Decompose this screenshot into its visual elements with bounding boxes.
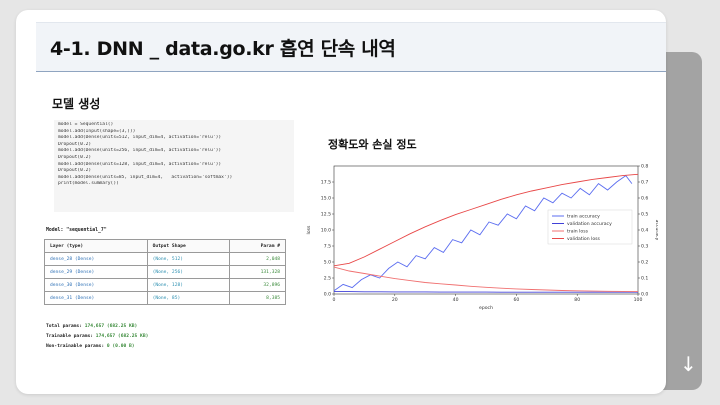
series-line-2 xyxy=(333,266,639,293)
y-tick-label: 2.5 xyxy=(324,276,331,282)
table-row: dense_30 (Dense) (None, 128) 32,896 xyxy=(44,278,287,292)
table-row: dense_29 (Dense) (None, 256) 131,328 xyxy=(44,265,287,279)
y2-tick-label: 0.2 xyxy=(641,260,648,266)
y2-tick-label: 0.7 xyxy=(641,180,648,186)
code-line: print(model.summary()) xyxy=(58,181,119,187)
y-tick-label: 0.0 xyxy=(324,292,331,298)
non-trainable-params: Non-trainable params: 0 (0.00 B) xyxy=(46,344,135,349)
x-tick-label: 60 xyxy=(513,297,519,303)
legend-label-0: train accuracy xyxy=(567,214,600,220)
series-line-1 xyxy=(334,291,638,293)
slide-title: 4-1. DNN _ data.go.kr 흡연 단속 내역 xyxy=(50,38,396,60)
y2-tick-label: 0.0 xyxy=(641,292,648,298)
y2-tick-label: 0.3 xyxy=(641,244,648,250)
chart-title: 정확도와 손실 정도 xyxy=(328,138,417,151)
y-tick-label: 15.0 xyxy=(321,196,331,202)
code-line: model.add(Dense(units=85, input_dim=4, a… xyxy=(58,174,233,180)
x-axis-label: epoch xyxy=(479,305,493,311)
table-row: dense_31 (Dense) (None, 85) 8,385 xyxy=(44,291,287,305)
code-line: model.add(Dense(units=256, input_dim=4, … xyxy=(58,148,222,154)
y-tick-label: 12.5 xyxy=(321,212,331,218)
x-tick-label: 0 xyxy=(333,297,336,303)
y2-tick-label: 0.8 xyxy=(641,164,648,170)
layer-cell: dense_28 (Dense) xyxy=(44,252,148,266)
x-tick-label: 20 xyxy=(392,297,398,303)
code-line: Dropout(0.2) xyxy=(58,154,92,160)
y2-axis-label: accuracy xyxy=(654,220,658,241)
column-header: Layer (type) xyxy=(44,239,148,253)
y-axis-label: loss xyxy=(306,225,312,234)
table-row: dense_28 (Dense) (None, 512) 2,048 xyxy=(44,252,287,266)
column-header: Output Shape xyxy=(146,239,230,253)
layer-cell: dense_31 (Dense) xyxy=(44,291,148,305)
code-line: model.add(Dense(units=512, input_dim=4, … xyxy=(58,135,222,141)
y2-tick-label: 0.5 xyxy=(641,212,648,218)
param-cell: 8,385 xyxy=(228,291,287,305)
legend-label-2: train loss xyxy=(567,229,589,235)
legend-label-1: validation accuracy xyxy=(567,221,612,227)
y-tick-label: 17.5 xyxy=(321,180,331,186)
shape-cell: (None, 256) xyxy=(146,265,230,279)
layer-cell: dense_30 (Dense) xyxy=(44,278,148,292)
y-tick-label: 7.5 xyxy=(324,244,331,250)
y2-tick-label: 0.4 xyxy=(641,228,648,234)
param-cell: 131,328 xyxy=(228,265,287,279)
x-tick-label: 100 xyxy=(634,297,643,303)
series-line-0 xyxy=(333,174,633,292)
x-tick-label: 80 xyxy=(574,297,580,303)
shape-cell: (None, 85) xyxy=(146,291,230,305)
total-params: Total params: 174,657 (682.25 KB) xyxy=(46,324,138,329)
shape-cell: (None, 128) xyxy=(146,278,230,292)
code-line: model = Sequential() xyxy=(58,122,114,127)
y-tick-label: 10.0 xyxy=(321,228,331,234)
shape-cell: (None, 512) xyxy=(146,252,230,266)
param-totals: Total params: 174,657 (682.25 KB) Traina… xyxy=(46,322,148,352)
legend-label-3: validation loss xyxy=(567,236,601,242)
param-cell: 2,048 xyxy=(228,252,287,266)
slide: 4-1. DNN _ data.go.kr 흡연 단속 내역 모델 생성 mod… xyxy=(16,10,666,394)
code-line: model.add(Dense(units=128, input_dim=4, … xyxy=(58,161,222,167)
section-title: 모델 생성 xyxy=(52,97,101,111)
series-line-3 xyxy=(333,173,639,267)
table-header-row: Layer (type) Output Shape Param # xyxy=(44,239,287,253)
param-cell: 32,896 xyxy=(228,278,287,292)
layer-cell: dense_29 (Dense) xyxy=(44,265,148,279)
model-summary-table: Layer (type) Output Shape Param # dense_… xyxy=(44,239,287,305)
accuracy-loss-chart: 0 20 40 60 80 1000.02.55.07.510.012.515.017.5… xyxy=(306,164,658,311)
model-summary-title: Model: "sequential_7" xyxy=(46,228,107,233)
title-bar: 4-1. DNN _ data.go.kr 흡연 단속 내역 xyxy=(36,22,666,72)
code-line: Dropout(0.2) xyxy=(58,168,92,174)
code-line: model.add(Input(shape=(3,))) xyxy=(58,128,136,134)
code-line: Dropout(0.2) xyxy=(58,141,92,147)
y2-tick-label: 0.1 xyxy=(641,276,648,282)
arrow-down-icon[interactable]: ↓ xyxy=(680,352,697,376)
y-tick-label: 5.0 xyxy=(324,260,331,266)
column-header: Param # xyxy=(228,239,287,253)
y2-tick-label: 0.6 xyxy=(641,196,648,202)
trainable-params: Trainable params: 174,657 (682.25 KB) xyxy=(46,334,149,339)
x-tick-label: 40 xyxy=(453,297,459,303)
code-block: model = Sequential() model.add(Input(sha… xyxy=(54,120,294,212)
